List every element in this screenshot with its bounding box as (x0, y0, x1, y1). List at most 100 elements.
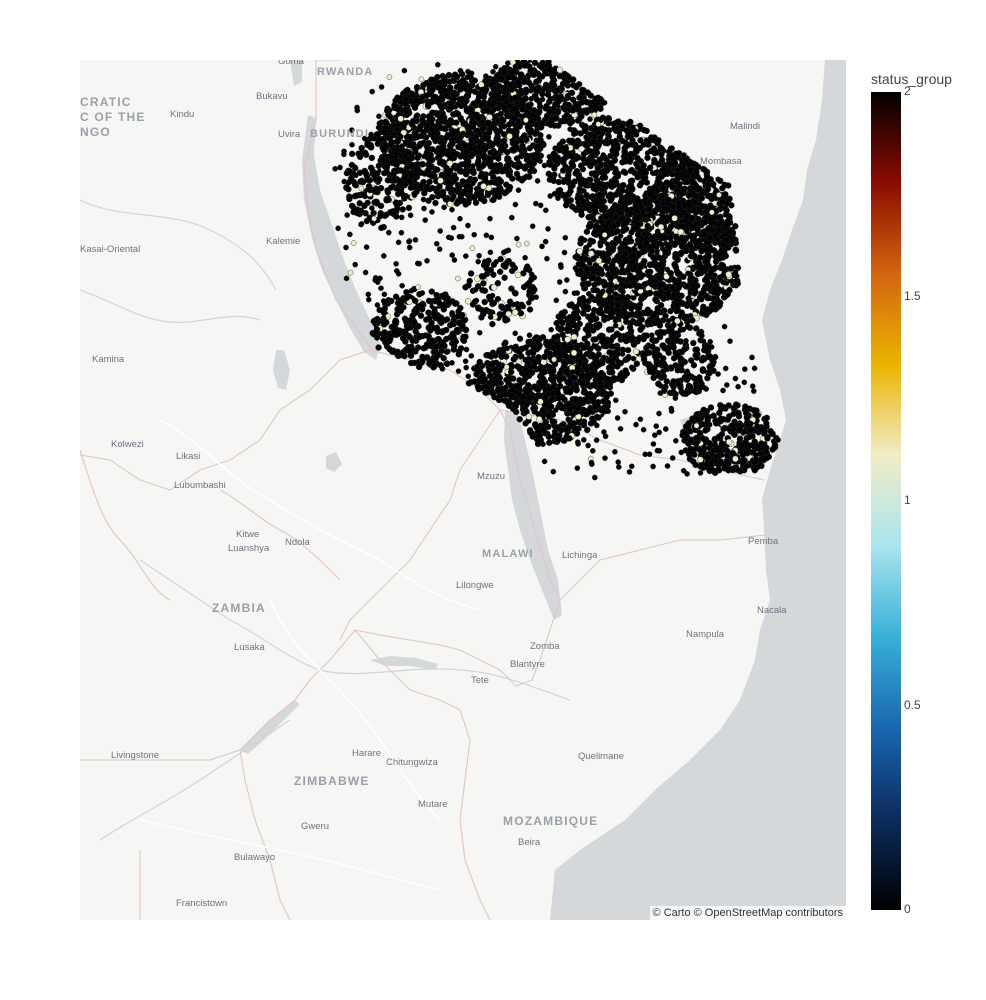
water-point (595, 257, 603, 265)
water-point (554, 390, 561, 397)
water-point (443, 326, 450, 334)
water-point (656, 180, 663, 187)
water-point (535, 428, 542, 435)
water-point (520, 60, 527, 65)
water-point (523, 136, 530, 143)
water-point (707, 404, 715, 411)
water-point (429, 193, 436, 201)
water-point (355, 150, 362, 157)
water-point (626, 234, 633, 242)
water-point (560, 421, 567, 428)
water-point (450, 346, 457, 353)
water-point (728, 422, 736, 429)
water-point (417, 122, 424, 130)
water-point (633, 160, 640, 167)
water-point (653, 263, 660, 270)
water-point (697, 456, 704, 463)
water-point (529, 165, 536, 172)
water-point (669, 284, 676, 291)
water-point (618, 122, 625, 130)
water-point (501, 68, 508, 76)
water-point (518, 71, 525, 78)
water-point (469, 193, 477, 200)
water-point (609, 244, 616, 252)
water-point (643, 127, 650, 135)
water-point (713, 420, 720, 427)
water-point (428, 76, 435, 83)
water-point (697, 447, 704, 454)
water-point (711, 285, 719, 293)
water-point (453, 119, 460, 126)
water-point (620, 181, 627, 189)
water-point (589, 395, 597, 403)
water-point (511, 94, 519, 101)
water-point (607, 212, 614, 219)
water-point (747, 426, 754, 434)
water-point (716, 409, 723, 417)
water-point (567, 387, 574, 394)
water-point (438, 171, 446, 179)
water-point (566, 406, 574, 413)
water-point (530, 107, 538, 114)
water-point (359, 178, 367, 186)
water-point (423, 316, 430, 323)
water-point (633, 148, 640, 155)
water-point (703, 461, 710, 468)
water-point (681, 314, 688, 322)
water-point (591, 403, 599, 410)
water-point (487, 372, 494, 380)
water-point (631, 169, 638, 177)
water-point (652, 319, 659, 327)
water-point (467, 145, 474, 152)
map-view[interactable]: Goma RWANDA Bukavu CRATIC C OF THE NGO K… (80, 60, 846, 920)
water-point (528, 430, 535, 437)
water-point (758, 440, 765, 447)
water-point (535, 354, 542, 361)
water-point (650, 254, 657, 261)
water-point (718, 233, 726, 241)
water-point (521, 376, 528, 384)
water-point (409, 337, 416, 344)
water-point (644, 222, 651, 230)
water-point (440, 293, 448, 301)
water-point (452, 128, 459, 135)
water-point (726, 286, 733, 294)
water-point (429, 116, 436, 123)
water-point (719, 198, 726, 205)
water-point (515, 79, 522, 86)
water-point (598, 270, 606, 278)
water-point (506, 133, 513, 140)
water-point (387, 113, 394, 120)
water-point (701, 231, 708, 238)
water-point (603, 393, 610, 401)
water-point (593, 149, 601, 156)
water-point (452, 71, 459, 78)
water-point (700, 309, 707, 317)
water-point (682, 434, 689, 442)
water-point (505, 155, 512, 163)
water-point (554, 87, 561, 94)
water-point (486, 352, 493, 359)
water-point (498, 142, 506, 150)
water-point (540, 358, 547, 366)
water-point (508, 368, 515, 376)
water-point (512, 353, 519, 360)
water-point (497, 178, 504, 185)
water-point (635, 197, 642, 205)
water-point (555, 178, 563, 186)
water-point (411, 297, 419, 304)
water-point (548, 396, 556, 404)
water-point (508, 86, 515, 93)
water-point (581, 179, 588, 187)
water-point (569, 107, 577, 114)
water-point (727, 265, 735, 272)
water-point (434, 328, 441, 335)
water-point (657, 301, 665, 309)
water-point (582, 248, 589, 255)
water-point (637, 243, 644, 251)
water-point (719, 184, 726, 192)
water-point (408, 121, 416, 128)
water-point (439, 147, 447, 155)
water-point (533, 143, 541, 150)
water-point (587, 250, 595, 257)
